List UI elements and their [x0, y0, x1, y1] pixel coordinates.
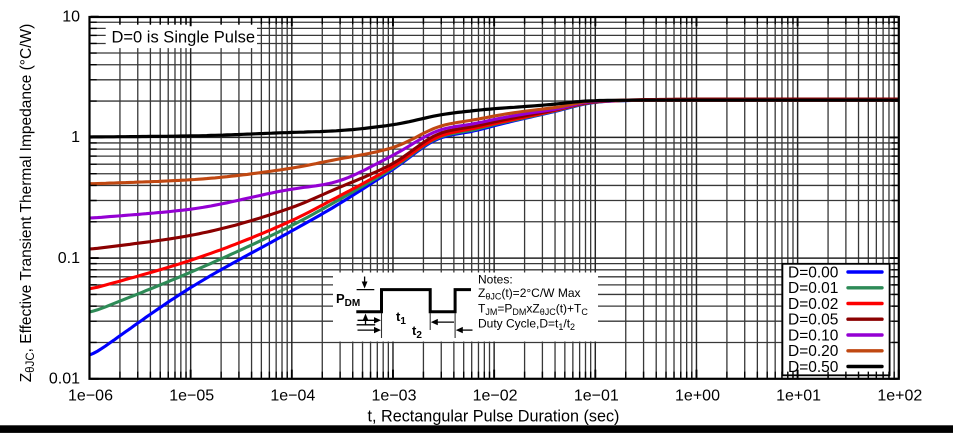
svg-text:D=0.02: D=0.02 [788, 296, 838, 313]
svg-text:t1: t1 [396, 309, 406, 327]
svg-text:10: 10 [62, 9, 80, 26]
svg-text:0.1: 0.1 [58, 250, 80, 267]
svg-text:0.01: 0.01 [49, 371, 80, 388]
svg-text:t, Rectangular Pulse Duration: t, Rectangular Pulse Duration (sec) [368, 407, 620, 425]
svg-text:D=0.50: D=0.50 [788, 359, 839, 376]
svg-text:1e+02: 1e+02 [877, 387, 922, 404]
svg-text:Notes:: Notes: [478, 273, 513, 287]
svg-text:1e+01: 1e+01 [776, 387, 821, 404]
svg-text:D=0.10: D=0.10 [788, 327, 839, 344]
svg-text:TJM=PDMxZθJC(t)+TC: TJM=PDMxZθJC(t)+TC [478, 302, 588, 318]
svg-text:D=0.05: D=0.05 [788, 312, 838, 329]
svg-text:1e−01: 1e−01 [574, 387, 619, 404]
svg-text:1: 1 [71, 129, 80, 146]
svg-text:1e−02: 1e−02 [473, 387, 518, 404]
svg-text:D=0.01: D=0.01 [788, 280, 838, 297]
svg-text:1e−03: 1e−03 [372, 387, 417, 404]
svg-text:D=0.00: D=0.00 [788, 264, 839, 281]
svg-text:t2: t2 [412, 323, 422, 341]
svg-text:1e+00: 1e+00 [675, 387, 720, 404]
svg-text:ZθJC(t)=2°C/W Max: ZθJC(t)=2°C/W Max [478, 286, 581, 302]
svg-text:Duty Cycle,D=t1/t2: Duty Cycle,D=t1/t2 [478, 317, 575, 333]
svg-text:ZθJC, Effective Transient Ther: ZθJC, Effective Transient Thermal Impeda… [18, 24, 37, 383]
svg-text:1e−04: 1e−04 [270, 387, 315, 404]
svg-text:D=0 is Single Pulse: D=0 is Single Pulse [112, 29, 256, 47]
svg-text:D=0.20: D=0.20 [788, 343, 839, 360]
svg-text:1e−06: 1e−06 [68, 387, 113, 404]
svg-text:1e−05: 1e−05 [169, 387, 214, 404]
